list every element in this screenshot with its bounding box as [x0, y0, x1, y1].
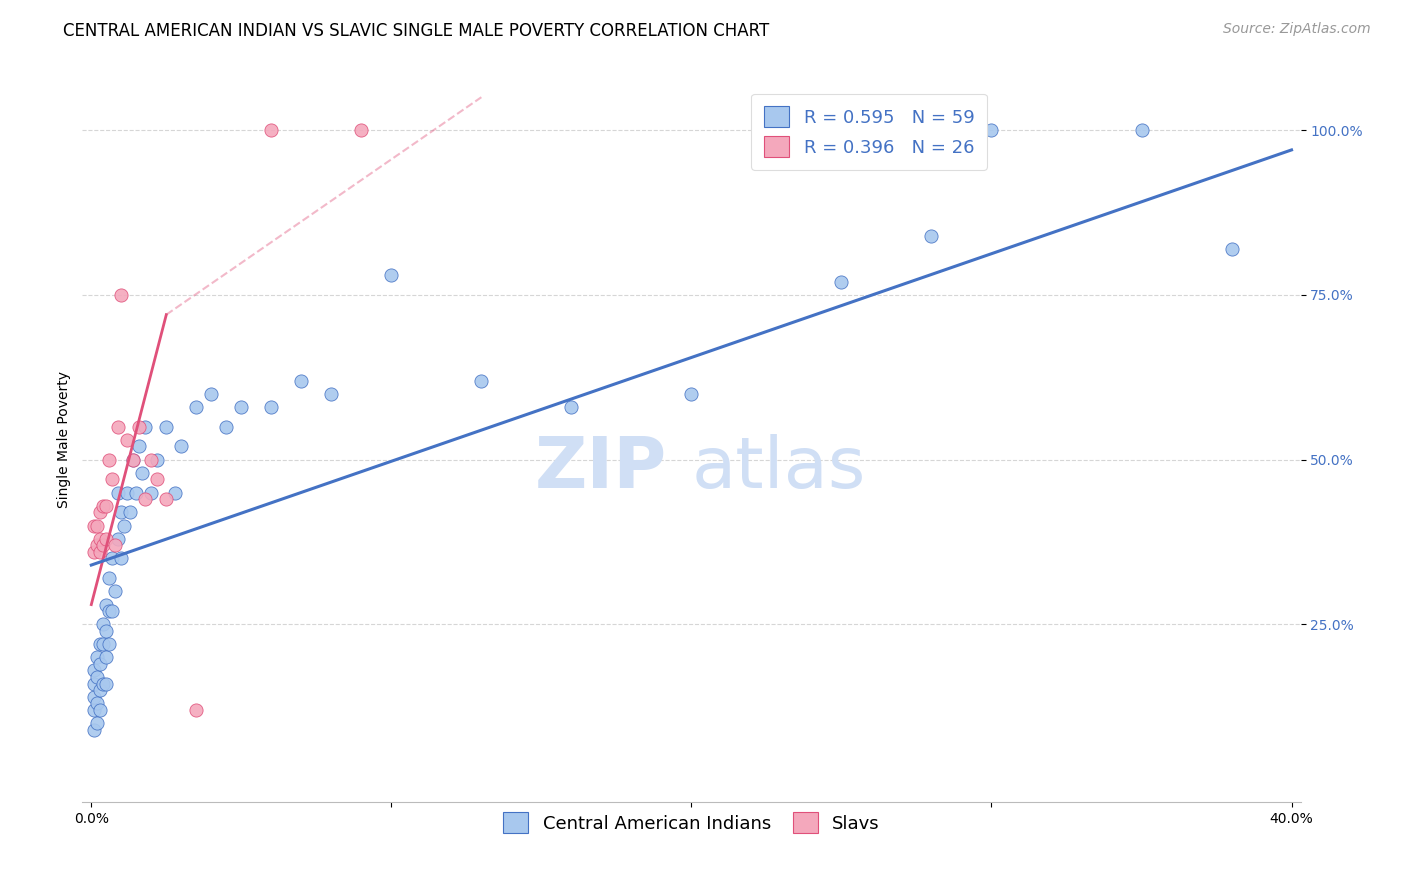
Point	[86, 650, 108, 665]
Point	[86, 697, 108, 711]
Point	[112, 518, 135, 533]
Point	[920, 228, 942, 243]
Point	[128, 439, 150, 453]
Point	[96, 532, 118, 546]
Point	[91, 617, 114, 632]
Point	[186, 703, 208, 717]
Point	[89, 637, 111, 651]
Point	[380, 268, 402, 282]
Point	[83, 690, 105, 704]
Point	[560, 400, 582, 414]
Point	[146, 472, 169, 486]
Point	[96, 499, 118, 513]
Point	[101, 604, 124, 618]
Point	[98, 604, 121, 618]
Point	[98, 571, 121, 585]
Point	[117, 433, 139, 447]
Point	[98, 452, 121, 467]
Point	[146, 452, 169, 467]
Text: atlas: atlas	[692, 434, 866, 503]
Point	[155, 492, 177, 507]
Point	[89, 545, 111, 559]
Point	[141, 485, 163, 500]
Point	[134, 492, 156, 507]
Point	[260, 123, 283, 137]
Point	[101, 551, 124, 566]
Point	[170, 439, 193, 453]
Point	[96, 676, 118, 690]
Point	[260, 400, 283, 414]
Point	[86, 670, 108, 684]
Point	[96, 598, 118, 612]
Point	[321, 386, 343, 401]
Point	[91, 538, 114, 552]
Point	[117, 485, 139, 500]
Text: Source: ZipAtlas.com: Source: ZipAtlas.com	[1223, 22, 1371, 37]
Y-axis label: Single Male Poverty: Single Male Poverty	[58, 371, 72, 508]
Point	[107, 532, 129, 546]
Point	[83, 518, 105, 533]
Point	[83, 703, 105, 717]
Point	[83, 545, 105, 559]
Point	[86, 716, 108, 731]
Point	[1220, 242, 1243, 256]
Point	[89, 532, 111, 546]
Point	[86, 538, 108, 552]
Point	[83, 676, 105, 690]
Point	[89, 657, 111, 671]
Point	[1130, 123, 1153, 137]
Point	[980, 123, 1002, 137]
Point	[122, 452, 145, 467]
Legend: Central American Indians, Slavs: Central American Indians, Slavs	[492, 801, 891, 844]
Point	[110, 551, 132, 566]
Text: CENTRAL AMERICAN INDIAN VS SLAVIC SINGLE MALE POVERTY CORRELATION CHART: CENTRAL AMERICAN INDIAN VS SLAVIC SINGLE…	[63, 22, 769, 40]
Point	[134, 419, 156, 434]
Point	[89, 683, 111, 698]
Point	[96, 650, 118, 665]
Point	[110, 505, 132, 519]
Point	[165, 485, 187, 500]
Point	[131, 466, 153, 480]
Point	[86, 518, 108, 533]
Point	[125, 485, 148, 500]
Point	[215, 419, 238, 434]
Point	[89, 505, 111, 519]
Point	[290, 374, 312, 388]
Point	[96, 624, 118, 638]
Point	[470, 374, 492, 388]
Point	[155, 419, 177, 434]
Point	[83, 723, 105, 737]
Point	[681, 386, 703, 401]
Point	[110, 288, 132, 302]
Point	[350, 123, 373, 137]
Point	[89, 703, 111, 717]
Point	[200, 386, 222, 401]
Point	[91, 676, 114, 690]
Point	[128, 419, 150, 434]
Point	[83, 664, 105, 678]
Point	[141, 452, 163, 467]
Point	[98, 637, 121, 651]
Point	[107, 485, 129, 500]
Point	[122, 452, 145, 467]
Point	[104, 538, 127, 552]
Point	[120, 505, 142, 519]
Point	[101, 472, 124, 486]
Point	[830, 275, 852, 289]
Text: ZIP: ZIP	[534, 434, 666, 503]
Point	[104, 584, 127, 599]
Point	[186, 400, 208, 414]
Point	[91, 499, 114, 513]
Point	[91, 637, 114, 651]
Point	[107, 419, 129, 434]
Point	[231, 400, 253, 414]
